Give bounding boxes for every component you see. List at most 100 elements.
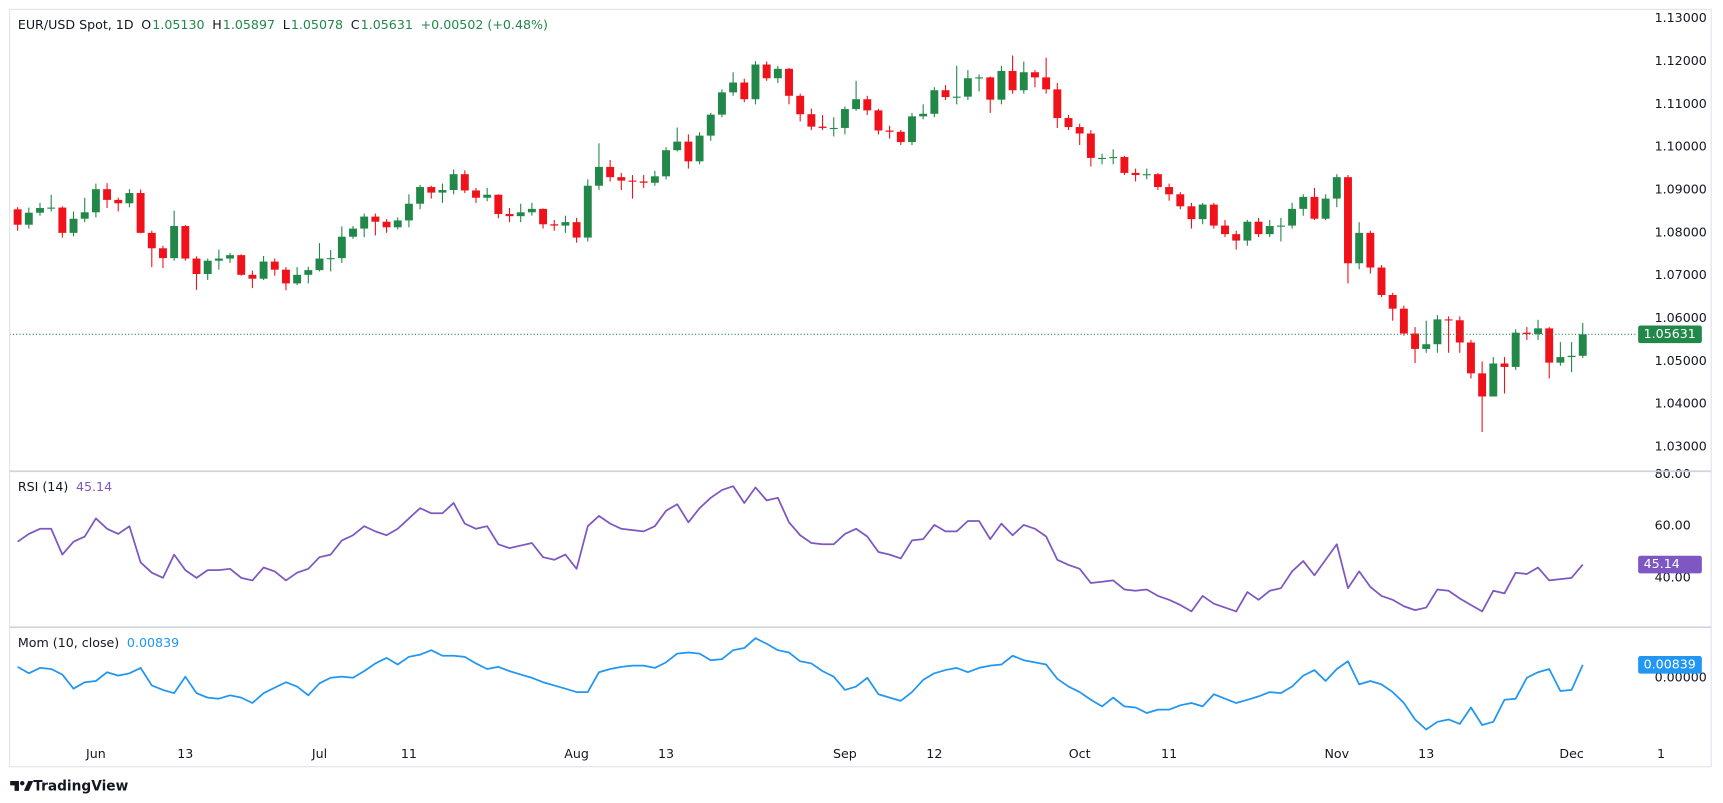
candle-body [1310, 196, 1319, 219]
legend-value: 1.05631 [361, 17, 413, 32]
indicator-value-label: 45.14 [1644, 556, 1680, 571]
candle-body [874, 110, 883, 131]
candle-body [1019, 72, 1028, 91]
frame [9, 8, 1712, 768]
candle-body [360, 216, 369, 229]
candle-body [103, 189, 112, 200]
y-tick-label: 1.08000 [1655, 224, 1707, 239]
candle-body [1109, 157, 1118, 159]
candle-body [1098, 157, 1106, 160]
candle-body [1142, 174, 1151, 176]
candle-body [1366, 232, 1375, 268]
candle-body [650, 176, 659, 183]
candle-body [527, 208, 536, 213]
candle-body [80, 212, 89, 219]
indicator-value-box [1638, 555, 1702, 574]
y-tick-label: 1.11000 [1655, 96, 1707, 111]
candle-body [248, 274, 257, 279]
candle-body [494, 194, 503, 215]
marks-layer [9, 55, 1638, 731]
labels-layer: Jun 13 Jul 11 Aug 13 Sep 12 Oct 11 Nov 13 Dec 1 1.0300… [18, 10, 1707, 761]
candle-body [1444, 319, 1453, 321]
x-tick-label: Sep [833, 746, 857, 761]
logo-shape [23, 781, 34, 791]
candle-body [1187, 206, 1196, 220]
legend-key: O [141, 17, 151, 32]
candle-body [192, 258, 201, 274]
candle-body [1377, 267, 1386, 295]
candle-body [1399, 308, 1408, 334]
candle-body [1131, 172, 1140, 176]
candle-body [606, 166, 615, 178]
candle-body [1567, 355, 1576, 358]
candle-body [986, 77, 995, 100]
candle-body [729, 82, 738, 93]
candle-body [1466, 342, 1475, 374]
logo-shape [20, 781, 25, 786]
candle-body [214, 258, 223, 261]
candle-body [1198, 204, 1207, 220]
candle-body [941, 90, 950, 98]
candle-body [393, 220, 402, 228]
indicator-value: 0.00839 [127, 635, 179, 650]
candle-body [673, 141, 682, 151]
candle-body [695, 135, 704, 162]
candle-body [751, 64, 760, 100]
candle-body [349, 228, 357, 237]
candle-body [69, 218, 78, 233]
candle-body [181, 226, 190, 259]
candle-body [259, 261, 268, 279]
x-tick-label: Jun [85, 746, 106, 761]
candle-body [1243, 221, 1252, 241]
x-tick-label: 13 [1418, 746, 1434, 761]
indicator-line [17, 637, 1584, 731]
candle-body [896, 131, 905, 143]
candle-body [1075, 127, 1084, 134]
candle-body [1209, 204, 1218, 226]
last-price-box [1638, 325, 1702, 344]
y-tick-label: 60.00 [1655, 518, 1691, 533]
candle-body [1288, 208, 1297, 226]
y-tick-label: 1.07000 [1655, 267, 1707, 282]
candle-body [1031, 72, 1039, 78]
candle-body [1165, 187, 1174, 195]
candle-body [1064, 118, 1073, 128]
logo-shape [10, 781, 19, 791]
candle-body [997, 70, 1006, 100]
candle-body [136, 193, 145, 233]
y-tick-label: 1.05000 [1655, 353, 1707, 368]
indicator-value-box [1638, 656, 1702, 674]
candle-body [1042, 77, 1051, 90]
candle-body [1120, 157, 1129, 173]
candle-body [717, 92, 726, 115]
candle-body [47, 207, 56, 209]
candle-body [293, 274, 302, 284]
x-tick-label: Oct [1069, 746, 1091, 761]
candle-body [852, 99, 861, 110]
y-tick-label: 1.04000 [1655, 396, 1707, 411]
x-tick-label: 1 [1657, 746, 1665, 761]
candle-body [1556, 357, 1565, 363]
candle-body [159, 248, 167, 259]
candle-body [796, 95, 805, 115]
candle-body [270, 261, 279, 270]
candle-body [1153, 174, 1162, 188]
candle-body [326, 258, 335, 260]
candle-body [617, 177, 626, 181]
candle-body [1332, 177, 1341, 199]
candle-body [1545, 328, 1554, 363]
candle-body [863, 99, 872, 111]
candle-body [58, 207, 67, 233]
candle-body [639, 181, 648, 183]
candle-body [1053, 89, 1062, 119]
indicator-value-label: 0.00839 [1644, 656, 1696, 671]
candle-body [449, 174, 458, 191]
candle-body [404, 203, 413, 221]
candle-body [427, 187, 436, 193]
candle-body [1522, 332, 1531, 334]
candle-body [572, 222, 581, 238]
candle-body [1299, 196, 1308, 209]
y-tick-label: 1.12000 [1655, 53, 1707, 68]
